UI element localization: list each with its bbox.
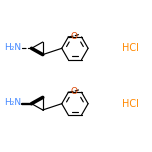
Text: O: O bbox=[71, 32, 78, 41]
Text: HCl: HCl bbox=[122, 99, 139, 109]
Text: H₂N: H₂N bbox=[4, 43, 21, 52]
Text: HCl: HCl bbox=[122, 43, 139, 53]
Text: H₂N: H₂N bbox=[4, 98, 21, 107]
Text: O: O bbox=[71, 87, 78, 96]
